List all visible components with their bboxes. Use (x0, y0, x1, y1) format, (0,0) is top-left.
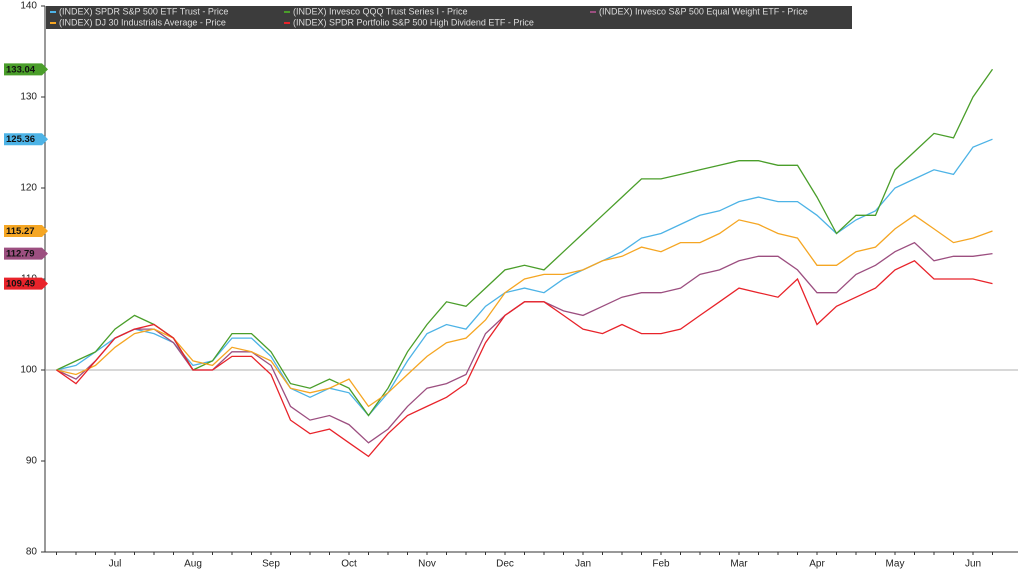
value-tag (4, 277, 48, 290)
x-tick-label: Mar (730, 559, 748, 570)
value-tag (4, 133, 48, 146)
y-tick-label: 120 (20, 183, 37, 194)
x-tick-label: Jul (109, 559, 122, 570)
value-tag-label: 112.79 (6, 249, 35, 260)
value-tag-label: 133.04 (6, 64, 36, 75)
x-tick-label: Dec (496, 559, 514, 570)
legend-label: (INDEX) Invesco QQQ Trust Series I - Pri… (293, 6, 468, 16)
value-tag-label: 125.36 (6, 134, 35, 145)
y-tick-label: 140 (20, 1, 37, 12)
x-tick-label: Jun (965, 559, 981, 570)
y-tick-label: 100 (20, 365, 37, 376)
y-tick-label: 80 (26, 547, 38, 558)
value-tag-label: 109.49 (6, 279, 35, 290)
series-line (56, 68, 994, 417)
legend-label: (INDEX) SPDR Portfolio S&P 500 High Divi… (293, 17, 534, 27)
value-tag-label: 115.27 (6, 226, 35, 237)
series-line (56, 241, 993, 444)
y-tick-label: 90 (26, 456, 38, 467)
series-line (56, 214, 993, 408)
x-tick-label: Apr (809, 559, 825, 570)
legend-label: (INDEX) DJ 30 Industrials Average - Pric… (59, 17, 226, 27)
x-tick-label: Aug (184, 559, 202, 570)
value-tag (4, 225, 48, 238)
legend-box (46, 6, 852, 29)
x-tick-label: Oct (341, 559, 357, 570)
x-tick-label: Sep (262, 559, 280, 570)
legend-label: (INDEX) SPDR S&P 500 ETF Trust - Price (59, 6, 228, 16)
value-tag (4, 247, 48, 260)
legend-label: (INDEX) Invesco S&P 500 Equal Weight ETF… (599, 6, 808, 16)
y-tick-label: 130 (20, 92, 37, 103)
x-tick-label: Feb (652, 559, 670, 570)
value-tag (4, 63, 48, 76)
x-tick-label: Jan (575, 559, 591, 570)
series-line (56, 260, 993, 458)
x-tick-label: May (886, 559, 905, 570)
x-tick-label: Nov (418, 559, 436, 570)
